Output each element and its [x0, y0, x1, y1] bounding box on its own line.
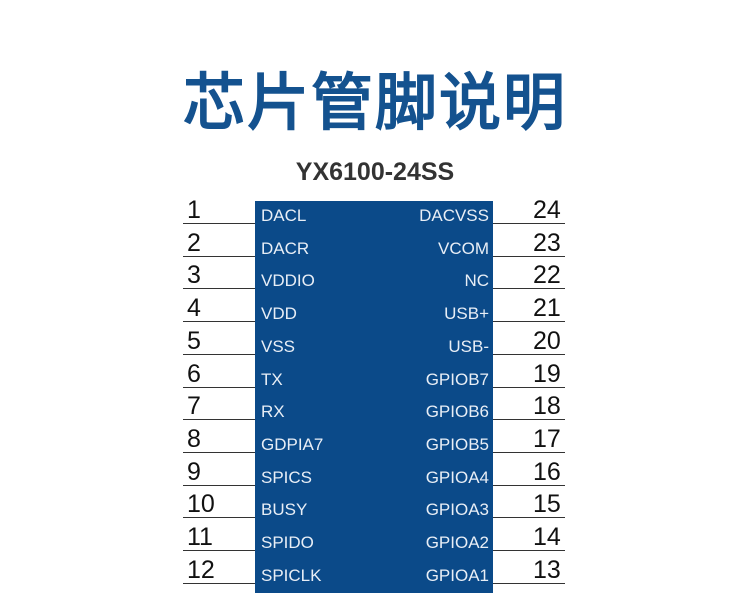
pin-label-left: SPICLK — [261, 565, 322, 585]
pin-number-right: 21 — [533, 294, 561, 323]
pin-number-right: 24 — [533, 196, 561, 224]
pin-number-left: 7 — [187, 392, 201, 421]
pin-line-right — [493, 321, 565, 323]
pin-label-left: SPICS — [261, 467, 313, 487]
pin-number-left: 8 — [187, 424, 201, 453]
pin-line-left — [183, 255, 255, 257]
pin-line-left — [183, 484, 255, 486]
pin-number-right: 18 — [533, 392, 561, 421]
pin-label-right: USB+ — [444, 304, 489, 324]
pin-line-left — [183, 550, 255, 551]
pin-line-right — [493, 255, 565, 257]
chip-name: YX6100-24SS — [295, 158, 455, 186]
pin-line-right — [493, 386, 565, 388]
pin-label-right: NC — [464, 271, 489, 291]
pin-label-left: TX — [261, 369, 283, 389]
pin-label-right: GPIOB6 — [425, 402, 489, 422]
pin-number-right: 16 — [533, 457, 561, 486]
pin-label-right: GPIOA1 — [425, 565, 489, 585]
pin-number-left: 12 — [187, 555, 215, 584]
pin-number-right: 13 — [533, 555, 561, 584]
page-title: 芯片管脚说明 — [182, 66, 567, 139]
pin-line-left — [183, 353, 255, 355]
pin-label-left: VSS — [261, 336, 296, 356]
pin-line-left — [183, 386, 255, 388]
pin-number-left: 10 — [187, 490, 215, 519]
pin-number-right: 19 — [533, 359, 561, 388]
pin-line-left — [183, 321, 255, 323]
pin-line-left — [183, 419, 255, 421]
pin-label-left: GDPIA7 — [261, 434, 324, 454]
pin-label-left: DACR — [261, 238, 310, 258]
pin-label-right: VCOM — [438, 238, 489, 258]
pin-line-right — [493, 484, 565, 486]
pin-label-left: BUSY — [261, 500, 308, 520]
pin-line-left — [183, 223, 255, 224]
pin-number-left: 9 — [187, 457, 201, 486]
pin-number-right: 17 — [533, 424, 561, 453]
pin-label-right: GPIOA4 — [425, 467, 489, 487]
pin-label-left: DACL — [261, 206, 307, 225]
pin-label-left: VDD — [261, 304, 297, 324]
pin-label-right: DACVSS — [419, 206, 489, 225]
pin-line-left — [183, 288, 255, 290]
pin-label-right: GPIOA2 — [425, 533, 489, 552]
pin-line-right — [493, 517, 565, 519]
pin-line-left — [183, 451, 255, 453]
pin-line-right — [493, 451, 565, 453]
pin-number-left: 11 — [187, 523, 213, 551]
chip-body — [255, 201, 493, 593]
pin-line-right — [493, 550, 565, 551]
pin-label-left: SPIDO — [261, 533, 314, 552]
pin-label-right: GPIOB7 — [425, 369, 489, 389]
pin-line-right — [493, 353, 565, 355]
pin-label-right: USB- — [448, 336, 489, 356]
pin-label-right: GPIOB5 — [425, 434, 489, 454]
pin-number-right: 23 — [533, 228, 561, 257]
pin-label-left: VDDIO — [261, 271, 315, 291]
pin-line-right — [493, 288, 565, 290]
pin-line-right — [493, 223, 565, 224]
pin-number-left: 5 — [187, 326, 201, 355]
pin-line-left — [183, 582, 255, 584]
pin-number-left: 6 — [187, 359, 201, 388]
pin-number-right: 14 — [533, 523, 561, 551]
pin-number-right: 22 — [533, 261, 561, 290]
pin-label-right: GPIOA3 — [425, 500, 489, 520]
pin-line-right — [493, 582, 565, 584]
pin-number-left: 2 — [187, 228, 201, 257]
pin-line-left — [183, 517, 255, 519]
pin-number-left: 1 — [187, 196, 201, 224]
pin-line-right — [493, 419, 565, 421]
pin-number-left: 4 — [187, 294, 201, 323]
pin-number-left: 3 — [187, 261, 201, 290]
pin-label-left: RX — [261, 402, 285, 422]
pin-number-right: 20 — [533, 326, 561, 355]
pin-number-right: 15 — [533, 490, 561, 519]
